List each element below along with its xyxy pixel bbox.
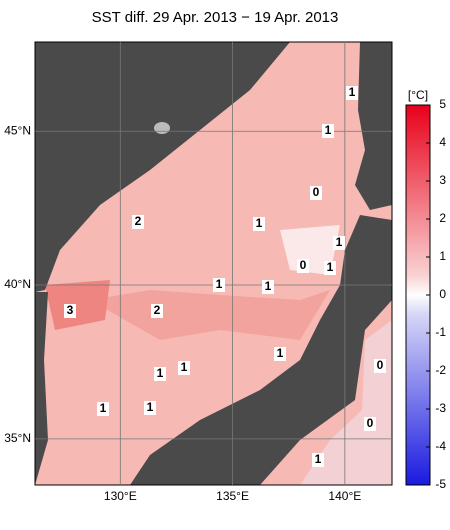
- colorbar-tick-label: -2: [435, 363, 446, 377]
- colorbar-tick-label: -3: [435, 401, 446, 415]
- x-tick-label: 140°E: [328, 489, 361, 503]
- colorbar-tick-label: 4: [439, 135, 446, 149]
- warm-patch: [45, 280, 110, 330]
- contour-label-bg: [132, 215, 144, 229]
- land: [130, 215, 392, 485]
- x-tick-label: 135°E: [216, 489, 249, 503]
- contour-label: 0: [313, 185, 320, 199]
- contour-label: 1: [327, 260, 334, 274]
- colorbar-tick-label: 2: [439, 211, 446, 225]
- colorbar-tick-label: -5: [435, 477, 446, 491]
- contour-label-bg: [324, 261, 336, 275]
- contour-label-bg: [346, 86, 358, 100]
- contour-label-bg: [262, 280, 274, 294]
- contour-label: 1: [147, 400, 154, 414]
- contour-label-bg: [274, 347, 286, 361]
- contour-label: 0: [367, 416, 374, 430]
- contour-label-bg: [213, 278, 225, 292]
- contour-label-bg: [253, 217, 265, 231]
- contour-label-bg: [97, 402, 109, 416]
- colorbar-tick-label: 5: [439, 97, 446, 111]
- contour-label-bg: [144, 401, 156, 415]
- contour-label-bg: [310, 186, 322, 200]
- contour-label: 1: [216, 277, 223, 291]
- land: [35, 42, 290, 292]
- colorbar-tick-label: 0: [439, 287, 446, 301]
- map-title: SST diff. 29 Apr. 2013 − 19 Apr. 2013: [92, 9, 339, 26]
- contour-label: 1: [265, 279, 272, 293]
- colorbar-tick-label: -4: [435, 439, 446, 453]
- y-tick-label: 40°N: [4, 277, 31, 291]
- contour-label: 0: [377, 358, 384, 372]
- contour-label: 1: [315, 452, 322, 466]
- contour-label: 1: [157, 366, 164, 380]
- y-tick-label: 45°N: [4, 123, 31, 137]
- contour-label: 1: [181, 360, 188, 374]
- contour-label: 2: [154, 303, 161, 317]
- contour-label-bg: [151, 304, 163, 318]
- contour-label-bg: [312, 453, 324, 467]
- contour-label: 1: [325, 123, 332, 137]
- contour-label: 0: [300, 258, 307, 272]
- contour-label: 1: [349, 85, 356, 99]
- x-tick-label: 130°E: [104, 489, 137, 503]
- contour-label: 1: [277, 346, 284, 360]
- island: [154, 122, 170, 134]
- map-area: [35, 42, 392, 485]
- y-tick-label: 35°N: [4, 431, 31, 445]
- contour-label: 2: [135, 214, 142, 228]
- contour-label-bg: [154, 367, 166, 381]
- contour-label: 1: [100, 401, 107, 415]
- contour-label-bg: [374, 359, 386, 373]
- contour-label: 1: [256, 216, 263, 230]
- contour-label-bg: [64, 304, 76, 318]
- contour-label-bg: [322, 124, 334, 138]
- contour-label-bg: [333, 236, 345, 250]
- contour-label-bg: [297, 259, 309, 273]
- colorbar-unit: [°C]: [408, 88, 428, 102]
- contour-label-bg: [364, 417, 376, 431]
- land: [355, 42, 392, 210]
- contour-label-bg: [178, 361, 190, 375]
- colorbar-tick-label: 3: [439, 173, 446, 187]
- sea: [300, 320, 392, 485]
- contour-label: 3: [67, 303, 74, 317]
- land: [35, 292, 48, 485]
- warm-patch: [90, 290, 330, 340]
- contour-label: 1: [336, 235, 343, 249]
- colorbar-tick-label: -1: [435, 325, 446, 339]
- map-frame: [34, 41, 393, 486]
- colorbar-tick-label: 1: [439, 249, 446, 263]
